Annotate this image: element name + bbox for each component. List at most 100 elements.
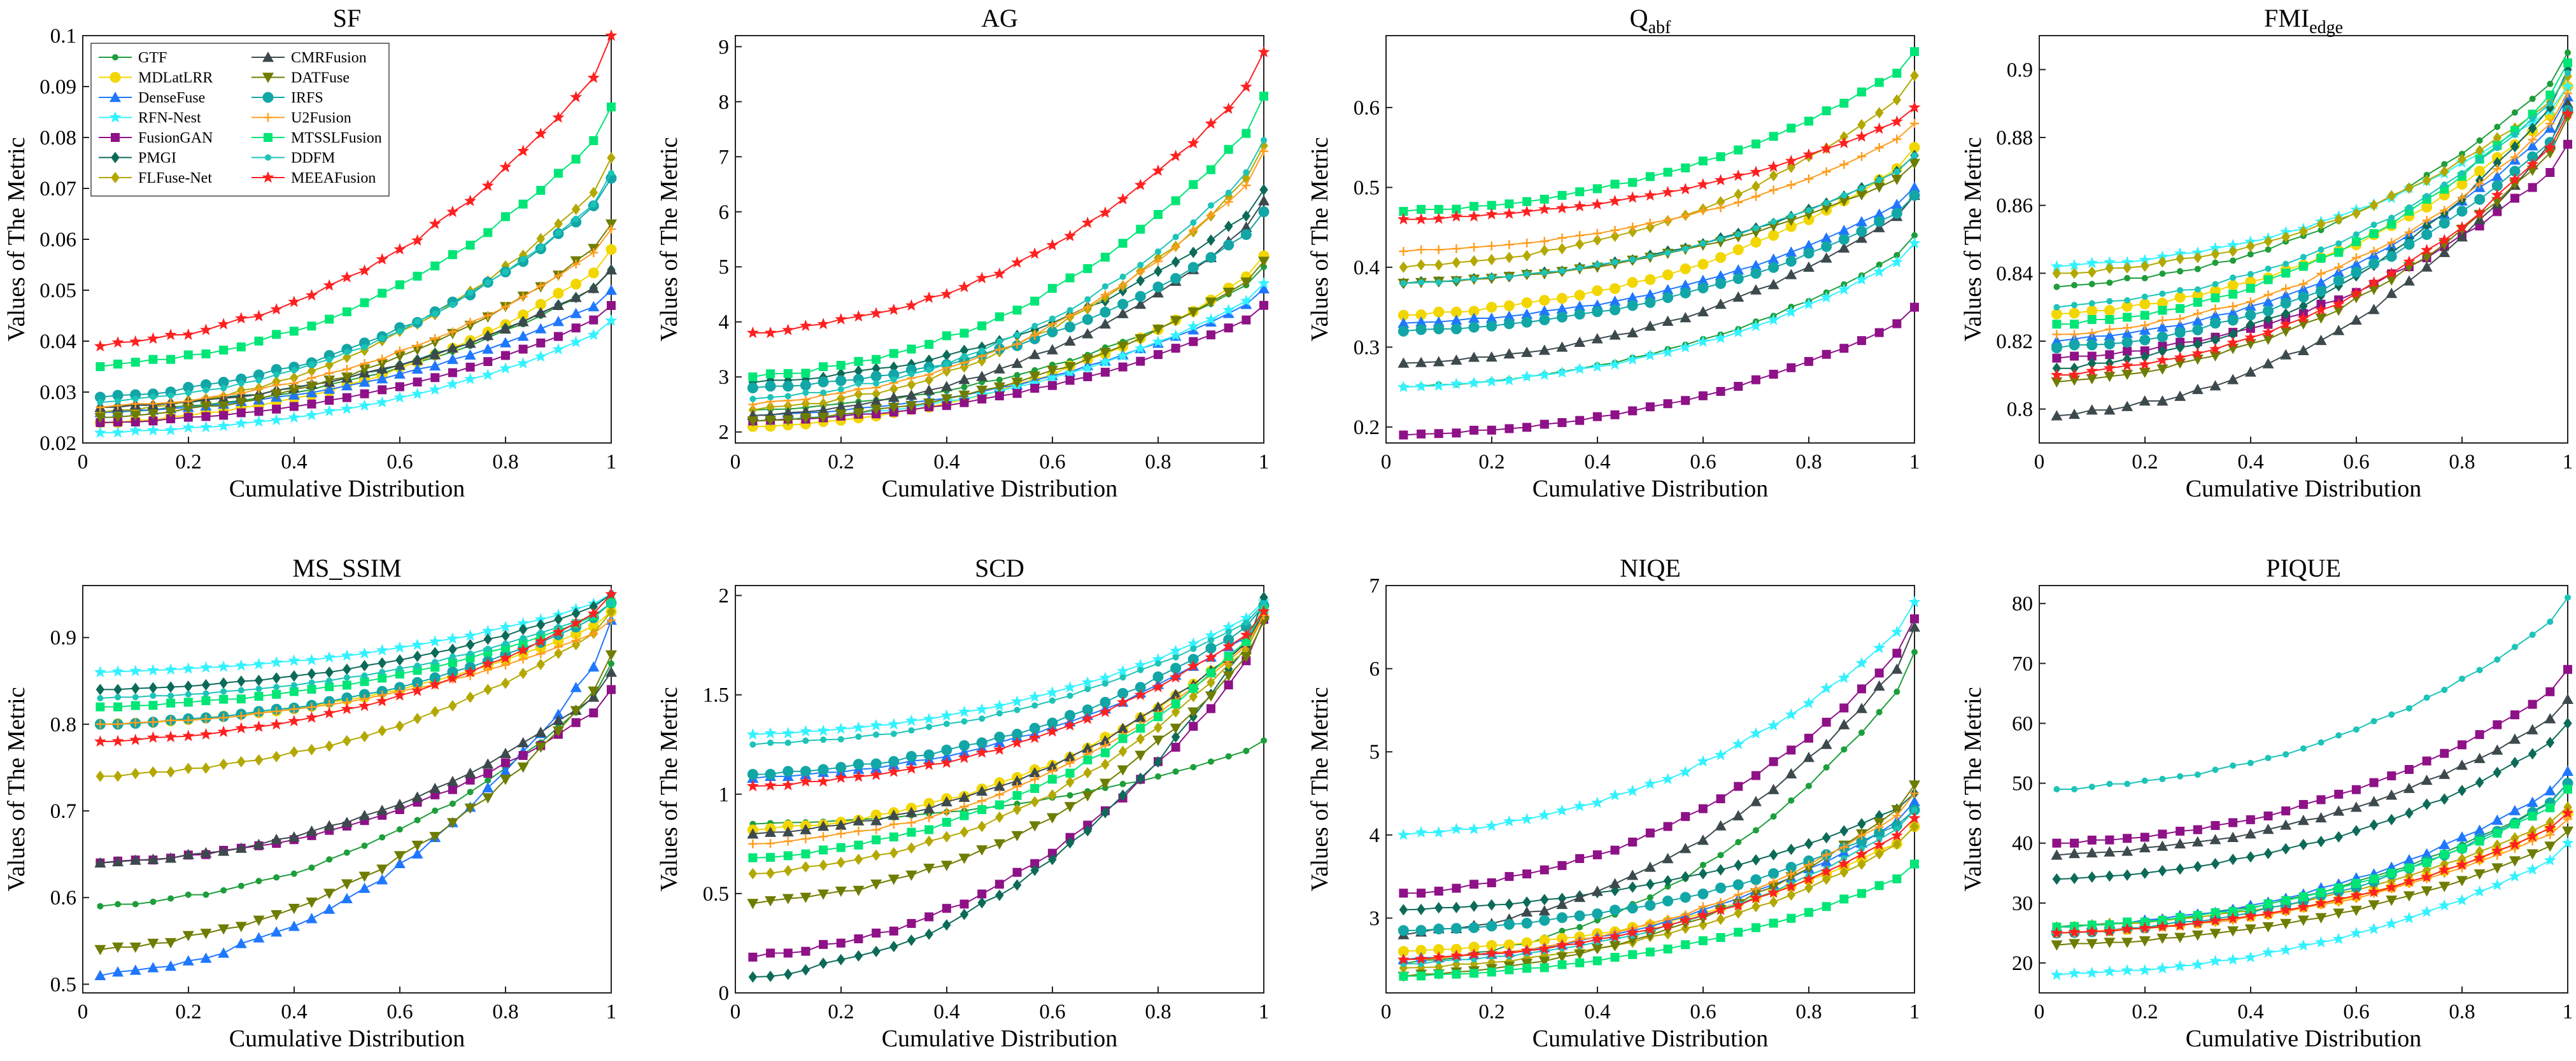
data-point bbox=[1769, 185, 1778, 195]
data-point bbox=[342, 307, 351, 316]
data-point bbox=[517, 643, 530, 656]
data-point bbox=[1787, 180, 1796, 190]
data-point bbox=[1890, 625, 1903, 637]
data-point bbox=[1064, 751, 1076, 762]
data-point bbox=[147, 938, 159, 950]
data-point bbox=[1119, 273, 1126, 280]
data-point bbox=[1468, 822, 1480, 834]
data-point bbox=[1820, 203, 1832, 214]
data-point bbox=[1011, 736, 1023, 748]
data-point bbox=[1715, 903, 1727, 915]
data-point bbox=[94, 340, 106, 352]
data-point bbox=[817, 820, 830, 831]
data-point bbox=[166, 355, 176, 364]
data-point bbox=[237, 755, 246, 768]
data-point bbox=[2140, 321, 2149, 330]
data-point bbox=[2140, 311, 2149, 320]
data-point bbox=[2088, 783, 2095, 790]
data-point bbox=[782, 826, 794, 837]
data-point bbox=[2104, 305, 2115, 316]
data-point bbox=[2456, 179, 2468, 190]
data-point bbox=[1417, 259, 1426, 271]
data-point bbox=[2315, 303, 2327, 315]
data-point bbox=[1838, 719, 1850, 729]
data-point bbox=[2191, 931, 2204, 941]
data-point bbox=[1697, 306, 1709, 317]
data-point bbox=[2421, 886, 2433, 897]
data-point bbox=[2563, 58, 2572, 67]
series-meeafusion bbox=[2050, 107, 2574, 381]
y-tick-label: 0.5 bbox=[50, 973, 76, 996]
data-point bbox=[1909, 190, 1920, 201]
data-point bbox=[1468, 922, 1480, 934]
data-point bbox=[2297, 344, 2309, 355]
data-point bbox=[1152, 671, 1164, 682]
data-point bbox=[1099, 348, 1111, 358]
data-point bbox=[1154, 773, 1161, 780]
data-point bbox=[889, 941, 898, 953]
data-point bbox=[608, 660, 614, 667]
data-point bbox=[115, 398, 122, 405]
data-point bbox=[1698, 156, 1708, 165]
data-point bbox=[413, 271, 422, 281]
data-point bbox=[94, 735, 106, 747]
data-point bbox=[378, 385, 387, 395]
data-point bbox=[146, 332, 159, 344]
data-point bbox=[764, 727, 777, 739]
data-point bbox=[1206, 165, 1215, 174]
data-point bbox=[1873, 838, 1886, 850]
x-tick-label: 0.6 bbox=[1690, 1001, 1716, 1023]
data-point bbox=[2246, 815, 2255, 824]
data-point bbox=[2404, 863, 2414, 873]
data-point bbox=[2247, 271, 2254, 278]
data-point bbox=[289, 705, 299, 714]
data-point bbox=[1855, 656, 1868, 668]
data-point bbox=[217, 660, 230, 672]
data-point bbox=[1627, 292, 1639, 302]
data-point bbox=[500, 302, 510, 311]
data-point bbox=[1417, 903, 1426, 915]
data-point bbox=[2510, 819, 2519, 829]
data-point bbox=[1804, 174, 1813, 184]
data-point bbox=[888, 809, 900, 820]
data-point bbox=[2228, 302, 2238, 311]
data-point bbox=[1134, 178, 1147, 190]
data-point bbox=[2387, 237, 2396, 247]
data-point bbox=[1732, 879, 1744, 890]
data-point bbox=[589, 315, 598, 325]
data-point bbox=[1206, 704, 1215, 713]
data-point bbox=[819, 845, 828, 855]
data-point bbox=[2265, 754, 2272, 761]
data-point bbox=[923, 749, 935, 761]
data-point bbox=[1841, 192, 1848, 199]
series-irfs bbox=[1398, 190, 1920, 337]
data-point bbox=[2105, 350, 2114, 360]
data-point bbox=[2141, 275, 2148, 282]
data-point bbox=[536, 186, 546, 195]
data-point bbox=[131, 768, 140, 780]
data-point bbox=[1066, 692, 1073, 699]
legend-label: DenseFuse bbox=[138, 90, 205, 106]
data-point bbox=[854, 934, 863, 944]
series-rfn-nest bbox=[2050, 836, 2574, 980]
data-point bbox=[166, 715, 176, 725]
data-point bbox=[1487, 241, 1496, 251]
data-point bbox=[1117, 307, 1129, 318]
data-point bbox=[1644, 320, 1656, 331]
data-point bbox=[1084, 296, 1091, 303]
data-point bbox=[1732, 810, 1744, 820]
data-point bbox=[483, 357, 493, 367]
data-point bbox=[1170, 150, 1182, 162]
data-point bbox=[1539, 314, 1550, 326]
data-point bbox=[1857, 858, 1866, 870]
data-point bbox=[2511, 109, 2518, 116]
data-point bbox=[2086, 305, 2098, 316]
data-point bbox=[289, 327, 299, 336]
data-point bbox=[94, 412, 106, 423]
data-point bbox=[2211, 248, 2220, 260]
data-point bbox=[926, 367, 933, 374]
data-point bbox=[835, 375, 847, 386]
data-point bbox=[129, 854, 141, 865]
data-point bbox=[2387, 220, 2396, 229]
